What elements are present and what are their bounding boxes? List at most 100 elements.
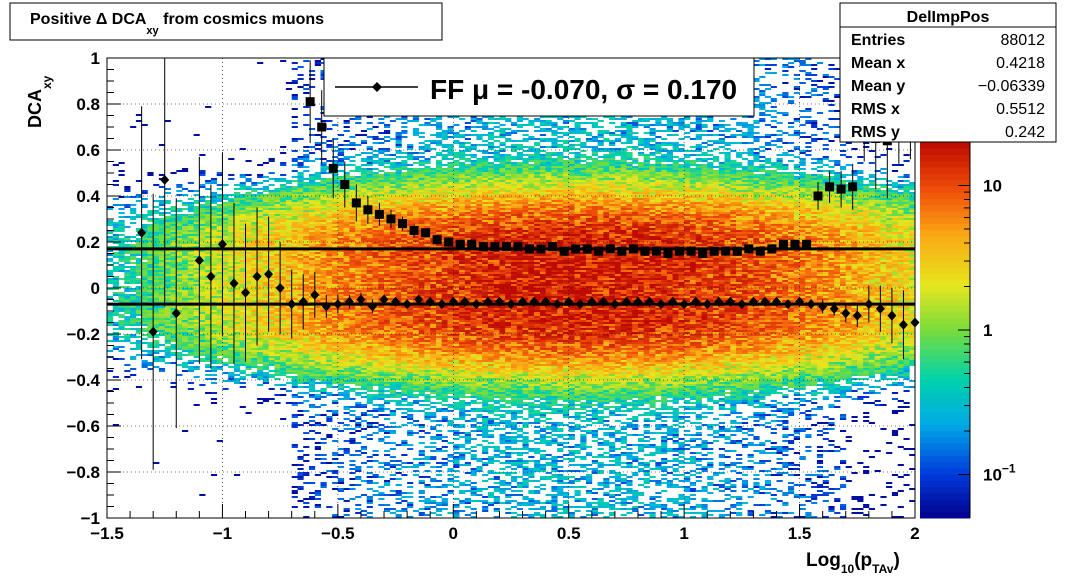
heatmap-cell bbox=[314, 354, 321, 356]
heatmap-cell bbox=[153, 328, 160, 330]
heatmap-cell bbox=[205, 106, 212, 108]
heatmap-cell bbox=[274, 210, 281, 212]
heatmap-cell bbox=[314, 398, 321, 400]
heatmap-cell bbox=[199, 252, 206, 254]
heatmap-cell bbox=[337, 226, 345, 228]
heatmap-cell bbox=[366, 158, 373, 160]
heatmap-cell bbox=[309, 320, 316, 322]
heatmap-cell bbox=[164, 216, 171, 218]
heatmap-cell bbox=[135, 214, 143, 216]
heatmap-cell bbox=[378, 122, 385, 124]
heatmap-cell bbox=[285, 236, 293, 238]
heatmap-cell bbox=[285, 340, 293, 342]
heatmap-cell bbox=[314, 174, 321, 176]
heatmap-cell bbox=[337, 352, 345, 354]
heatmap-cell bbox=[291, 122, 298, 124]
heatmap-cell bbox=[366, 502, 373, 504]
heatmap-cell bbox=[147, 264, 154, 266]
heatmap-cell bbox=[360, 262, 368, 264]
heatmap-cell bbox=[360, 230, 368, 232]
heatmap-cell bbox=[337, 386, 345, 388]
heatmap-cell bbox=[147, 240, 154, 242]
heatmap-cell bbox=[216, 322, 223, 324]
heatmap-cell bbox=[158, 254, 166, 256]
heatmap-cell bbox=[337, 194, 345, 196]
heatmap-cell bbox=[239, 200, 246, 202]
heatmap-cell bbox=[280, 272, 287, 274]
heatmap-cell bbox=[118, 246, 125, 248]
heatmap-cell bbox=[384, 394, 391, 396]
heatmap-cell bbox=[245, 264, 252, 266]
heatmap-cell bbox=[378, 386, 385, 388]
heatmap-cell bbox=[349, 454, 356, 456]
heatmap-cell bbox=[297, 474, 304, 476]
heatmap-cell bbox=[314, 142, 321, 144]
heatmap-cell bbox=[216, 342, 223, 344]
heatmap-cell bbox=[355, 176, 362, 178]
heatmap-cell bbox=[257, 198, 264, 200]
heatmap-cell bbox=[343, 370, 350, 372]
heatmap-cell bbox=[309, 372, 316, 374]
heatmap-cell bbox=[320, 414, 327, 416]
heatmap-cell bbox=[314, 446, 321, 448]
heatmap-cell bbox=[309, 258, 316, 260]
heatmap-cell bbox=[366, 268, 373, 270]
heatmap-cell bbox=[251, 272, 258, 274]
heatmap-cell bbox=[349, 268, 356, 270]
heatmap-cell bbox=[309, 358, 316, 360]
heatmap-cell bbox=[309, 308, 316, 310]
heatmap-cell bbox=[349, 224, 356, 226]
heatmap-cell bbox=[257, 340, 264, 342]
heatmap-cell bbox=[355, 470, 362, 472]
heatmap-cell bbox=[337, 332, 345, 334]
heatmap-cell bbox=[228, 266, 235, 268]
heatmap-cell bbox=[343, 258, 350, 260]
heatmap-cell bbox=[355, 190, 362, 192]
heatmap-cell bbox=[228, 374, 235, 376]
heatmap-cell bbox=[205, 282, 212, 284]
heatmap-cell bbox=[291, 160, 298, 162]
heatmap-cell bbox=[320, 438, 327, 440]
heatmap-cell bbox=[124, 260, 131, 262]
heatmap-cell bbox=[182, 314, 189, 316]
heatmap-cell bbox=[205, 180, 212, 182]
heatmap-cell bbox=[130, 282, 137, 284]
heatmap-cell bbox=[337, 258, 345, 260]
heatmap-cell bbox=[245, 286, 252, 288]
heatmap-cell bbox=[182, 338, 189, 340]
heatmap-cell bbox=[285, 206, 293, 208]
heatmap-cell bbox=[332, 240, 339, 242]
heatmap-cell bbox=[268, 178, 275, 180]
heatmap-cell bbox=[239, 234, 246, 236]
heatmap-cell bbox=[309, 336, 316, 338]
heatmap-cell bbox=[303, 190, 310, 192]
heatmap-cell bbox=[285, 188, 293, 190]
heatmap-cell bbox=[239, 406, 246, 408]
heatmap-cell bbox=[228, 330, 235, 332]
heatmap-cell bbox=[355, 352, 362, 354]
heatmap-cell bbox=[228, 308, 235, 310]
heatmap-cell bbox=[164, 240, 171, 242]
heatmap-cell bbox=[303, 238, 310, 240]
heatmap-cell bbox=[378, 346, 385, 348]
heatmap-cell bbox=[349, 186, 356, 188]
heatmap-cell bbox=[222, 208, 229, 210]
heatmap-cell bbox=[309, 232, 316, 234]
heatmap-cell bbox=[343, 346, 350, 348]
heatmap-cell bbox=[378, 262, 385, 264]
heatmap-cell bbox=[372, 200, 379, 202]
heatmap-cell bbox=[343, 332, 350, 334]
heatmap-cell bbox=[349, 374, 356, 376]
heatmap-cell bbox=[332, 260, 339, 262]
heatmap-cell bbox=[141, 316, 148, 318]
heatmap-cell bbox=[124, 286, 131, 288]
heatmap-cell bbox=[147, 238, 154, 240]
heatmap-cell bbox=[153, 306, 160, 308]
heatmap-cell bbox=[176, 318, 183, 320]
heatmap-cell bbox=[234, 238, 241, 240]
heatmap-cell bbox=[297, 162, 304, 164]
heatmap-cell bbox=[205, 258, 212, 260]
heatmap-cell bbox=[112, 306, 119, 308]
heatmap-cell bbox=[216, 306, 223, 308]
heatmap-cell bbox=[187, 314, 194, 316]
